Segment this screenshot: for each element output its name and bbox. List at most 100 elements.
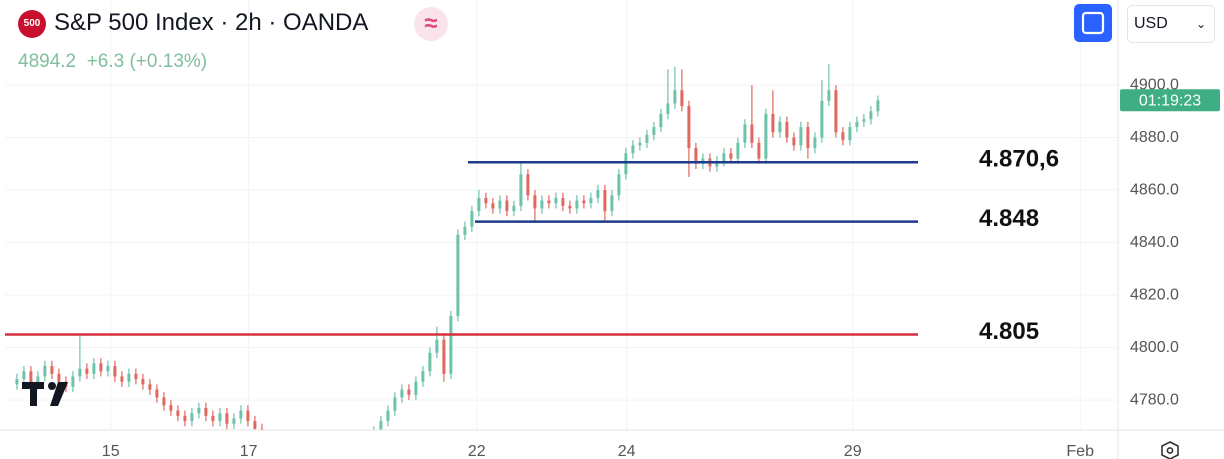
candle-body [435,339,439,353]
candle-body [134,373,138,380]
symbol-title: S&P 500 Index · 2h · OANDA [54,9,369,36]
dropdown-caret: ⌄ [1195,17,1206,31]
price-countdown: 01:19:23 [1139,92,1201,109]
candle-body [449,316,453,374]
candle-body [568,205,572,209]
level-label: 4.805 [979,318,1039,345]
candle-body [624,153,628,175]
candle-body [400,389,404,398]
candle-body [29,371,33,385]
candle-body [491,203,495,209]
candle-body [169,405,173,411]
candle-body [519,174,523,206]
candle-body [344,445,347,453]
candle-body [15,379,19,385]
candle-body [407,389,411,395]
currency-select[interactable]: USD ⌄ [1127,5,1215,43]
candle-body [414,381,418,395]
candle-body [554,197,558,204]
candle-body [260,428,264,430]
candle-body [358,439,361,442]
candle-body [694,148,698,164]
candle-body [50,365,54,374]
candle-body [225,413,229,424]
price-tag [1120,89,1220,112]
candle-body [687,106,691,149]
candle-body [792,137,796,146]
x-tick-label: Feb [1066,443,1094,459]
level-label: 4.848 [979,205,1039,232]
candle-body [715,161,719,167]
candle-body [785,121,789,138]
y-tick-label: 4800.0 [1130,339,1179,356]
candle-body [421,371,425,382]
candle-body [799,127,803,146]
candle-body [190,413,194,422]
candle-body [85,368,89,374]
candle-body [540,200,544,209]
candle-body [183,415,187,422]
candle-body [176,410,180,416]
candle-body [43,365,47,377]
level-label: 4.870,6 [979,146,1059,173]
y-tick-label: 4860.0 [1130,181,1179,198]
candle-body [22,371,26,380]
candle-body [470,211,474,227]
candle-body [484,197,488,204]
candle-body [365,437,368,442]
candle-body [855,121,859,128]
price-change-pct: (+0.13%) [129,51,208,72]
candle-body [638,142,642,146]
candle-body [239,410,243,419]
x-tick-label: 22 [468,443,486,459]
price-change: +6.3 [86,51,125,72]
candle-body [386,410,390,422]
candle-body [575,200,579,209]
candle-body [330,447,333,450]
x-tick-label: 17 [240,443,258,459]
candle-body [309,442,312,447]
candle-body [197,407,201,414]
candle-body [750,124,754,143]
candle-body [722,153,726,162]
symbol-logo: 500 [18,10,46,38]
x-tick-label: 24 [618,443,636,459]
candle-body [582,200,586,204]
candle-body [36,376,40,385]
candle-body [442,339,446,374]
candle-body [211,415,215,422]
last-price: 4894.2 [18,51,77,72]
y-tick-label: 4780.0 [1130,391,1179,408]
candle-body [729,153,733,159]
x-tick-label: 29 [844,443,862,459]
settings-icon[interactable] [1161,441,1179,459]
candle-body [771,113,775,133]
candle-body [666,103,670,114]
candle-body [428,352,432,372]
candle-body [778,121,782,133]
y-tick-label: 4880.0 [1130,129,1179,146]
candle-body [477,197,481,212]
candle-body [463,226,467,235]
candle-body [645,134,649,143]
y-tick-label: 4900.0 [1130,76,1179,93]
indicator-icon[interactable]: ≈ [414,7,448,41]
candle-body [827,90,831,101]
candle-body [379,421,383,430]
tv-logo [22,382,68,406]
candle-body [526,174,530,196]
fullscreen-button[interactable] [1074,4,1112,42]
candle-body [71,376,75,387]
candle-body [337,447,340,452]
candle-body [288,445,291,450]
candle-body [764,113,768,159]
candle-body [813,137,817,149]
candle-body [127,373,131,382]
y-tick-label: 4840.0 [1130,234,1179,251]
candle-body [106,365,110,372]
candle-body [820,100,824,138]
candle-body [659,113,663,128]
axes: 4780.0 4800.0 4820.0 4840.0 4860.0 4880.0 4900… [102,76,1220,459]
candle-body [232,418,236,424]
